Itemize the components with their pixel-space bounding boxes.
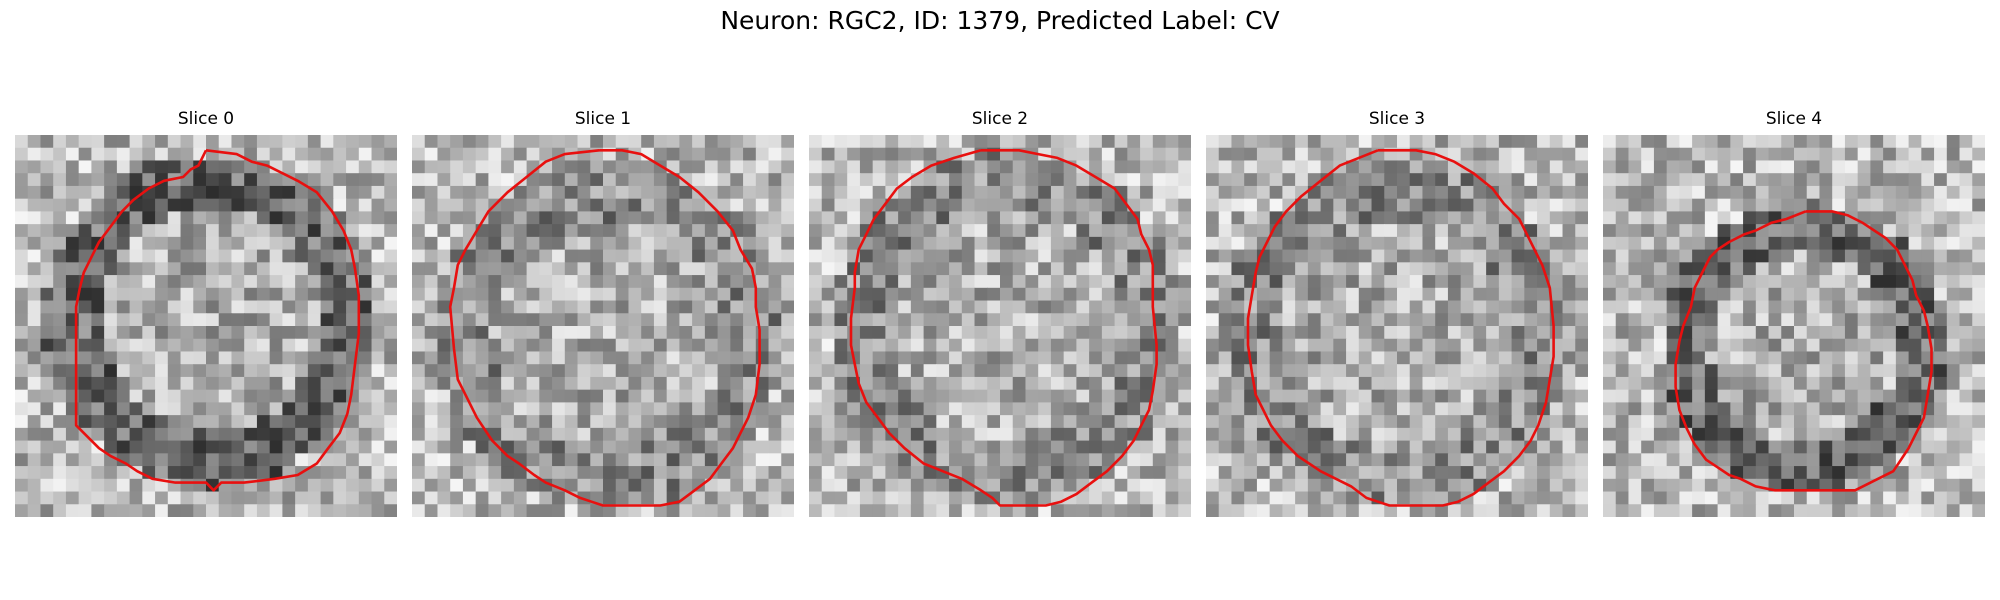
slice-image — [1603, 135, 1985, 517]
pixel-grid — [809, 135, 1191, 517]
slice-image — [15, 135, 397, 517]
pixel-grid — [1206, 135, 1588, 517]
segmentation-contour — [1246, 149, 1555, 507]
slice-title: Slice 3 — [1368, 109, 1426, 129]
slice-image — [1206, 135, 1588, 517]
slice-title: Slice 4 — [1765, 109, 1823, 129]
slice-image — [809, 135, 1191, 517]
slice-title: Slice 0 — [177, 109, 235, 129]
figure-title: Neuron: RGC2, ID: 1379, Predicted Label:… — [720, 6, 1280, 35]
segmentation-contour — [448, 149, 761, 507]
slice-title: Slice 1 — [574, 109, 632, 129]
slice-title: Slice 2 — [971, 109, 1029, 129]
pixel-grid — [412, 135, 794, 517]
segmentation-contour — [849, 149, 1158, 507]
segmentation-contour — [1674, 210, 1933, 492]
pixel-grid — [15, 135, 397, 517]
segmentation-contour — [74, 149, 361, 492]
slice-image — [412, 135, 794, 517]
